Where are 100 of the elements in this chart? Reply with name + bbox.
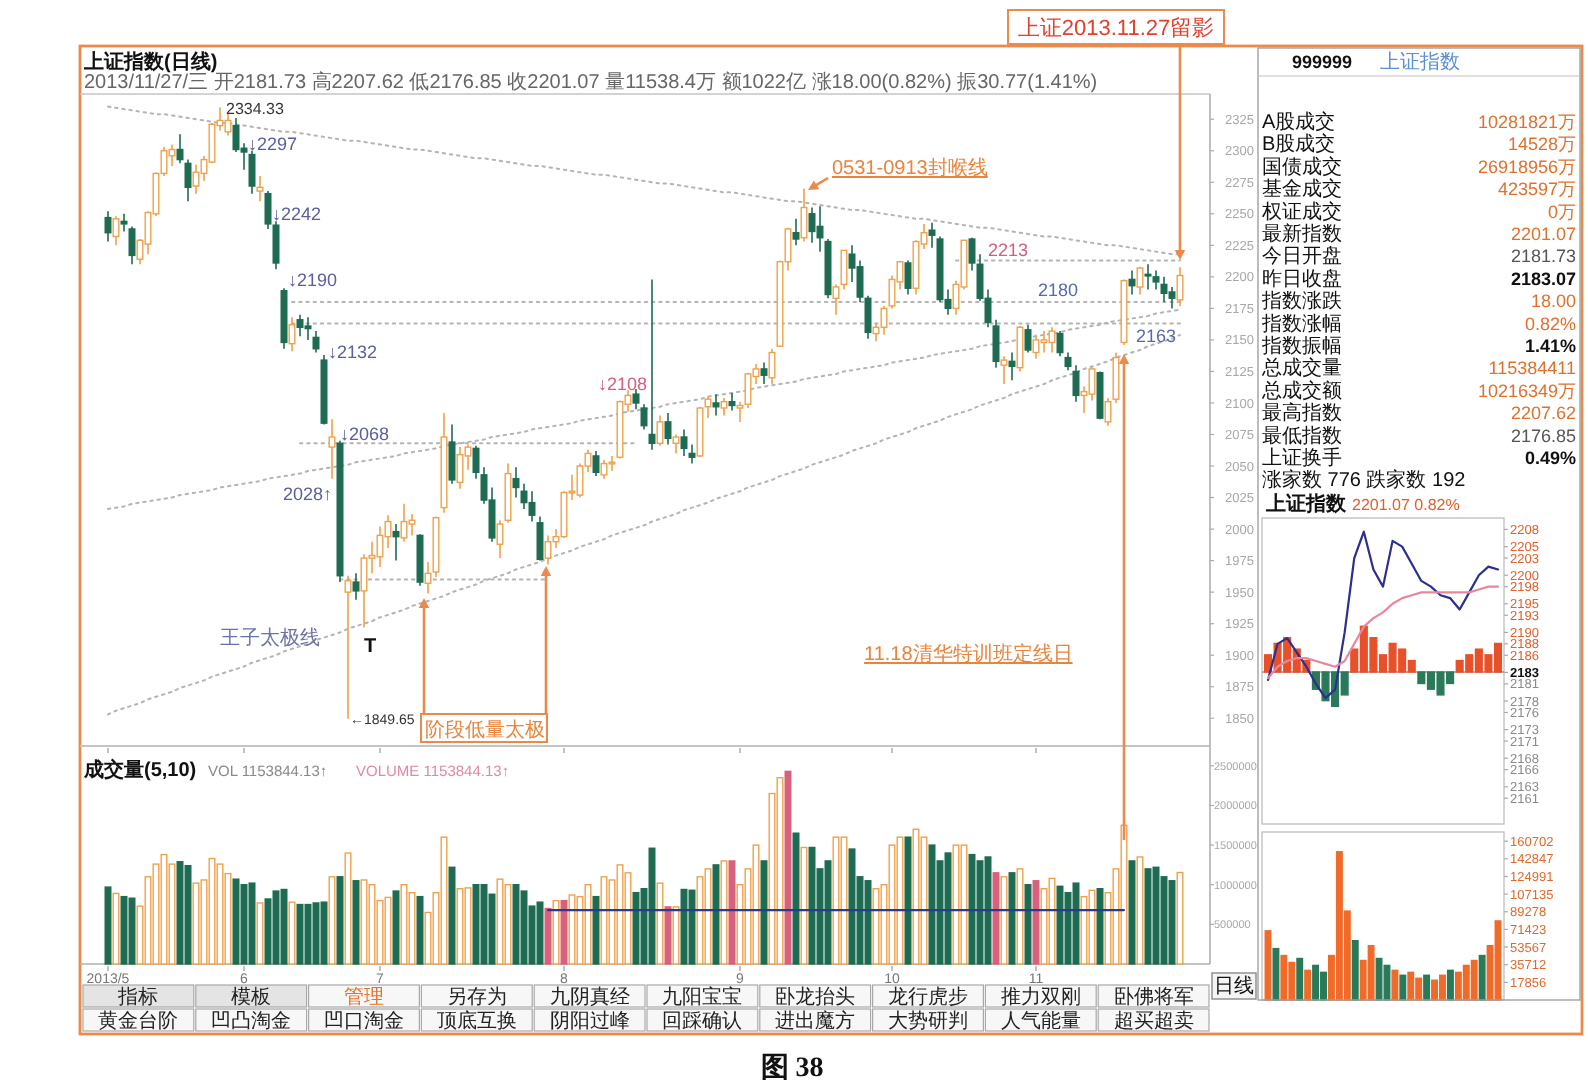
- text: 2181.73: [1510, 246, 1576, 267]
- tab: 模板: [195, 984, 308, 1010]
- candlestick: [632, 388, 640, 411]
- chart-subtitle: 2201.07 0.82%: [1352, 496, 1460, 514]
- candlestick: [128, 225, 136, 266]
- candlestick: [1152, 269, 1160, 291]
- bar: [1088, 889, 1096, 965]
- tab: 回踩确认: [646, 1008, 759, 1034]
- candlestick: [496, 519, 504, 559]
- annotation: ↓2242: [272, 204, 322, 224]
- bar: [1407, 971, 1415, 1001]
- bar: [1415, 977, 1423, 1001]
- candlestick: [736, 400, 744, 423]
- text: 10216349万: [1477, 380, 1576, 401]
- bar: [1168, 880, 1176, 965]
- candlestick: [400, 503, 408, 543]
- bar: [448, 866, 456, 965]
- bar: [1056, 885, 1064, 965]
- candlestick: [1056, 330, 1064, 358]
- text: 涨家数 776 跌家数 192: [1262, 468, 1467, 493]
- candlestick: [680, 428, 688, 457]
- candlestick: [608, 455, 616, 472]
- line-series: [1266, 530, 1500, 700]
- candlestick: [184, 158, 192, 202]
- text: 14528万: [1507, 134, 1576, 155]
- text: 10281821万: [1477, 112, 1576, 132]
- bar: [264, 898, 272, 965]
- bar: [416, 895, 424, 965]
- candlestick: [760, 361, 768, 385]
- bar: [208, 857, 216, 965]
- bar: [456, 887, 464, 965]
- bar: [336, 876, 344, 965]
- text: 指数涨跌: [1260, 289, 1342, 314]
- bar: [1391, 969, 1399, 1001]
- tab: 凹口淘金: [308, 1008, 420, 1034]
- text: 423597万: [1497, 179, 1576, 200]
- line-series: [1266, 585, 1500, 680]
- text: B股成交: [1262, 132, 1336, 157]
- annotation: 2163: [1136, 326, 1177, 346]
- bar: [296, 903, 304, 965]
- line-series: [107, 308, 1181, 510]
- tab: 人气能量: [984, 1008, 1097, 1034]
- bar: [1312, 964, 1320, 1001]
- candlestick: [672, 433, 680, 455]
- text: 基金成交: [1262, 177, 1342, 202]
- bar: [1399, 974, 1407, 1001]
- bar: [1296, 957, 1304, 1001]
- text: 权证成交: [1260, 199, 1342, 224]
- annotation: 0531-0913封喉线: [832, 156, 988, 180]
- candlestick: [1176, 266, 1184, 307]
- text: 总成交量: [1260, 356, 1342, 381]
- bar: [1383, 964, 1391, 1001]
- bar: [328, 876, 336, 965]
- candlestick: [296, 313, 304, 337]
- bar: [480, 884, 488, 965]
- text: 最新指数: [1262, 222, 1342, 246]
- candlestick: [344, 574, 352, 720]
- bar: [192, 882, 200, 965]
- text: 115384411: [1488, 358, 1576, 379]
- bar: [248, 882, 256, 965]
- candlestick: [248, 149, 256, 195]
- bar: [1431, 979, 1439, 1001]
- bar: [312, 902, 320, 965]
- candlestick: [392, 523, 400, 562]
- bar: [496, 878, 504, 965]
- bar: [352, 880, 360, 965]
- bar: [288, 901, 296, 965]
- button: 日线: [1211, 972, 1257, 1000]
- annotation: T: [363, 636, 377, 658]
- bar: [1048, 877, 1056, 965]
- bar: [1288, 961, 1296, 1001]
- candlestick: [288, 316, 296, 353]
- annotation: 2180: [1038, 280, 1079, 300]
- text: 最高指数: [1262, 401, 1342, 426]
- tab: 卧佛将军: [1097, 984, 1210, 1010]
- candlestick: [1024, 323, 1032, 354]
- annotation: 2028↑: [282, 484, 332, 504]
- bar: [1423, 974, 1431, 1001]
- candlestick: [304, 316, 312, 341]
- candlestick: [352, 572, 360, 601]
- tab: 阴阳过峰: [533, 1008, 646, 1034]
- text: 2207.62: [1510, 403, 1576, 424]
- text: 2176.85: [1510, 425, 1576, 446]
- candlestick: [120, 213, 128, 233]
- bar: [1478, 954, 1486, 1001]
- caption: 图 38: [760, 1052, 824, 1084]
- line-series: [107, 333, 1181, 716]
- text: 上证指数: [1380, 50, 1460, 74]
- candlestick: [256, 175, 264, 202]
- annotation: ↓2068: [340, 424, 390, 444]
- bar: [240, 884, 248, 965]
- annotation: 2213: [988, 240, 1029, 260]
- bar: [368, 884, 376, 965]
- text: 0.82%: [1524, 313, 1576, 334]
- bar: [320, 901, 328, 965]
- bar: [1280, 954, 1288, 1001]
- bar: [1351, 940, 1359, 1001]
- bar: [1375, 957, 1383, 1001]
- tab: 指标: [82, 984, 195, 1010]
- text: 0万: [1547, 201, 1576, 222]
